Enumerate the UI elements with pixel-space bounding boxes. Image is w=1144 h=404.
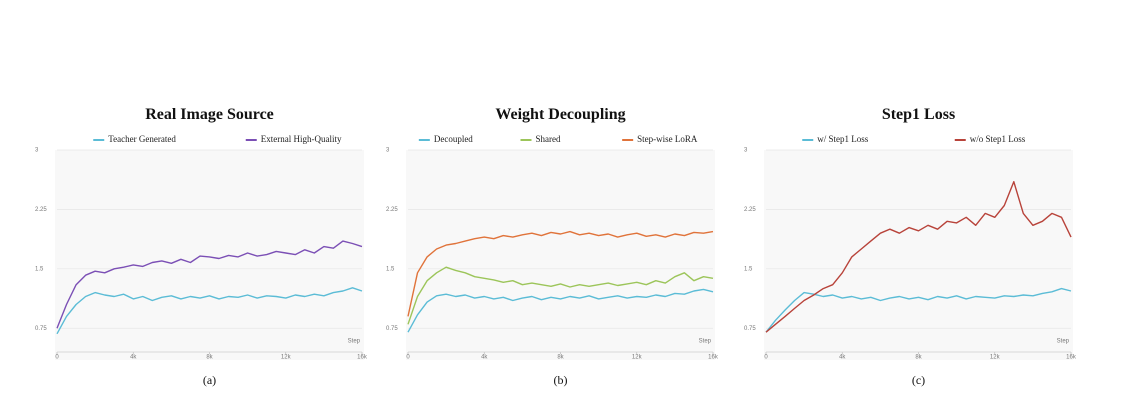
x-tick-label: 16k [1066,355,1077,361]
legend-label: w/ Step1 Loss [817,134,869,144]
x-tick-label: 4k [481,355,488,361]
x-tick-label: 12k [990,355,1001,361]
x-axis-label: Step [348,339,361,345]
line-series [56,240,363,329]
y-tick-label: 0.75 [386,326,398,332]
y-tick-label: 1.5 [744,266,753,272]
x-tick-label: 16k [708,355,719,361]
caption: (b) [554,373,568,387]
line-series [407,230,714,317]
legend-label: Shared [536,134,561,144]
legend-label: External High-Quality [261,134,342,144]
x-tick-label: 4k [130,355,137,361]
y-tick-label: 0.75 [744,326,756,332]
x-axis-label: Step [699,339,712,345]
plot-background [764,150,1073,360]
y-tick-label: 2.25 [35,207,47,213]
y-tick-label: 3 [744,148,748,154]
y-tick-label: 2.25 [386,207,398,213]
legend-label: Decoupled [434,134,473,144]
caption: (c) [912,373,925,387]
line-series [407,266,714,325]
x-tick-label: 12k [632,355,643,361]
legend-label: Step-wise LoRA [637,134,698,144]
chart-title: Weight Decoupling [495,106,625,123]
x-tick-label: 12k [281,355,292,361]
legend-label: Teacher Generated [108,134,176,144]
plot-background [406,150,715,360]
caption: (a) [203,373,216,387]
x-tick-label: 0 [406,355,410,361]
y-tick-label: 0.75 [35,326,47,332]
y-tick-label: 1.5 [35,266,44,272]
x-axis-label: Step [1057,339,1070,345]
legend-label: w/o Step1 Loss [970,134,1026,144]
line-series [765,181,1072,333]
x-tick-label: 8k [557,355,564,361]
x-tick-label: 0 [764,355,768,361]
x-tick-label: 8k [206,355,213,361]
x-tick-label: 8k [915,355,922,361]
line-series [765,287,1072,333]
line-series [407,288,714,333]
x-tick-label: 0 [55,355,59,361]
x-tick-label: 4k [839,355,846,361]
chart-title: Step1 Loss [882,106,955,123]
y-tick-label: 2.25 [744,207,756,213]
y-tick-label: 3 [386,148,390,154]
line-series [56,287,363,335]
plot-background [55,150,364,360]
y-tick-label: 3 [35,148,39,154]
chart-title: Real Image Source [145,106,274,123]
x-tick-label: 16k [357,355,368,361]
y-tick-label: 1.5 [386,266,395,272]
